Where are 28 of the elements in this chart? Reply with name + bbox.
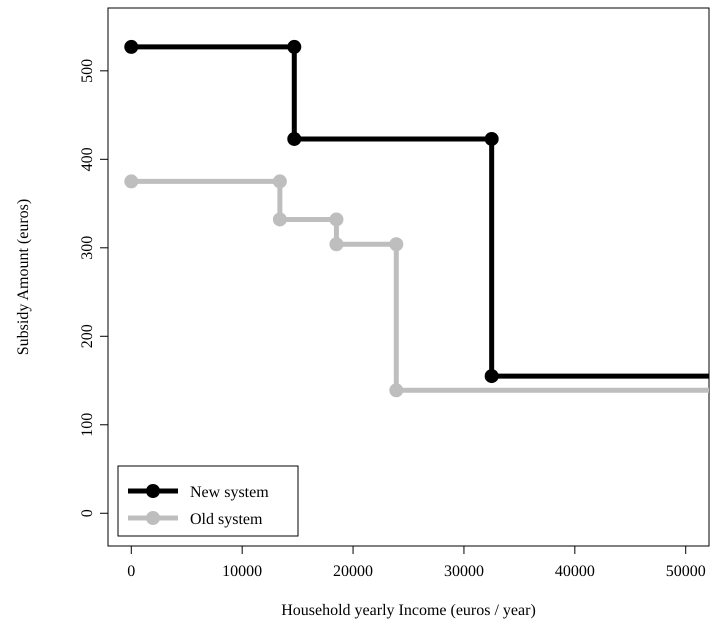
point	[124, 40, 138, 54]
y-tick-label: 100	[79, 412, 96, 437]
x-tick-label: 10000	[222, 563, 262, 580]
point	[287, 40, 302, 54]
y-tick-label: 200	[79, 324, 96, 348]
x-axis-title: Household yearly Income (euros / year)	[281, 602, 536, 619]
y-tick-label: 0	[79, 509, 96, 518]
point	[389, 237, 404, 252]
point	[272, 212, 287, 226]
x-tick-label: 30000	[444, 563, 484, 580]
point	[329, 212, 344, 226]
x-tick-label: 20000	[333, 563, 374, 580]
y-tick-label: 500	[79, 58, 96, 83]
x-tick-label: 40000	[554, 563, 595, 580]
point	[484, 369, 499, 384]
y-axis-title: Subsidy Amount (euros)	[15, 198, 32, 356]
legend-label: Old system	[190, 511, 263, 528]
y-tick-label: 300	[79, 236, 96, 260]
point	[287, 132, 302, 146]
point	[329, 237, 344, 252]
y-tick-label: 400	[79, 147, 96, 172]
x-tick-label: 50000	[666, 563, 706, 580]
point	[484, 132, 499, 146]
point	[389, 383, 404, 398]
legend-label: New system	[190, 484, 270, 501]
point	[124, 174, 138, 188]
point	[272, 174, 287, 188]
x-tick-label: 0	[127, 563, 136, 580]
